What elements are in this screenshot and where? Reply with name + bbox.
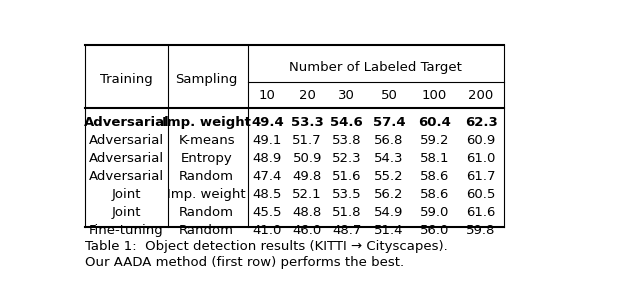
- Text: 48.8: 48.8: [292, 206, 322, 219]
- Text: 58.6: 58.6: [420, 188, 449, 201]
- Text: 30: 30: [339, 89, 355, 103]
- Text: Adversarial: Adversarial: [84, 116, 170, 129]
- Text: Adversarial: Adversarial: [89, 170, 164, 183]
- Text: 49.8: 49.8: [292, 170, 322, 183]
- Text: 60.4: 60.4: [418, 116, 451, 129]
- Text: 56.0: 56.0: [420, 224, 449, 237]
- Text: 48.7: 48.7: [332, 224, 362, 237]
- Text: 57.4: 57.4: [372, 116, 405, 129]
- Text: Entropy: Entropy: [181, 152, 232, 165]
- Text: 56.8: 56.8: [374, 134, 404, 147]
- Text: 200: 200: [468, 89, 493, 103]
- Text: 50.9: 50.9: [292, 152, 322, 165]
- Text: 54.3: 54.3: [374, 152, 404, 165]
- Text: 62.3: 62.3: [465, 116, 497, 129]
- Text: 53.3: 53.3: [291, 116, 324, 129]
- Text: Adversarial: Adversarial: [89, 152, 164, 165]
- Text: Adversarial: Adversarial: [89, 134, 164, 147]
- Text: 54.9: 54.9: [374, 206, 404, 219]
- Text: 100: 100: [422, 89, 447, 103]
- Text: Our AADA method (first row) performs the best.: Our AADA method (first row) performs the…: [85, 256, 404, 269]
- Text: 48.9: 48.9: [253, 152, 282, 165]
- Text: Imp. weight: Imp. weight: [168, 188, 246, 201]
- Text: 52.3: 52.3: [332, 152, 362, 165]
- Text: 61.7: 61.7: [467, 170, 496, 183]
- Text: 53.8: 53.8: [332, 134, 362, 147]
- Text: 59.0: 59.0: [420, 206, 449, 219]
- Text: 45.5: 45.5: [253, 206, 282, 219]
- Text: K-means: K-means: [179, 134, 235, 147]
- Text: Random: Random: [179, 170, 234, 183]
- Text: Random: Random: [179, 224, 234, 237]
- Text: 46.0: 46.0: [292, 224, 322, 237]
- Text: 48.5: 48.5: [253, 188, 282, 201]
- Text: 51.6: 51.6: [332, 170, 362, 183]
- Text: Fine-tuning: Fine-tuning: [89, 224, 164, 237]
- Text: 51.8: 51.8: [332, 206, 362, 219]
- Text: 60.5: 60.5: [467, 188, 496, 201]
- Text: 54.6: 54.6: [330, 116, 364, 129]
- Text: 55.2: 55.2: [374, 170, 404, 183]
- Text: 59.2: 59.2: [420, 134, 449, 147]
- Text: 51.4: 51.4: [374, 224, 404, 237]
- Text: Training: Training: [100, 73, 153, 86]
- Text: 53.5: 53.5: [332, 188, 362, 201]
- Text: 56.2: 56.2: [374, 188, 404, 201]
- Text: 49.4: 49.4: [251, 116, 284, 129]
- Text: Joint: Joint: [112, 206, 141, 219]
- Text: Random: Random: [179, 206, 234, 219]
- Text: 41.0: 41.0: [253, 224, 282, 237]
- Text: Sampling: Sampling: [175, 73, 238, 86]
- Text: 47.4: 47.4: [253, 170, 282, 183]
- Text: 58.1: 58.1: [420, 152, 449, 165]
- Text: Joint: Joint: [112, 188, 141, 201]
- Text: Number of Labeled Target: Number of Labeled Target: [289, 61, 462, 74]
- Text: 50: 50: [381, 89, 397, 103]
- Text: 61.0: 61.0: [467, 152, 496, 165]
- Text: 49.1: 49.1: [253, 134, 282, 147]
- Text: 51.7: 51.7: [292, 134, 322, 147]
- Text: 58.6: 58.6: [420, 170, 449, 183]
- Text: Imp. weight: Imp. weight: [163, 116, 251, 129]
- Text: 52.1: 52.1: [292, 188, 322, 201]
- Text: 59.8: 59.8: [467, 224, 496, 237]
- Text: Table 1:  Object detection results (KITTI → Cityscapes).: Table 1: Object detection results (KITTI…: [85, 239, 448, 253]
- Text: 60.9: 60.9: [467, 134, 495, 147]
- Text: 10: 10: [259, 89, 276, 103]
- Text: 20: 20: [299, 89, 316, 103]
- Text: 61.6: 61.6: [467, 206, 496, 219]
